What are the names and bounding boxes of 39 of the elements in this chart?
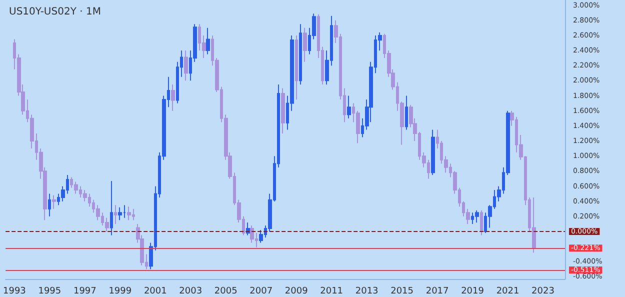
x-tick-label: 1993: [3, 286, 26, 296]
x-tick-label: 2003: [179, 286, 202, 296]
candlestick: [431, 129, 435, 176]
x-tick-label: 2009: [284, 286, 308, 296]
x-tick-label: 2017: [426, 286, 449, 296]
candlestick: [127, 206, 131, 221]
x-tick-label: 1997: [73, 286, 96, 296]
candlestick: [259, 229, 263, 244]
x-tick-label: 2015: [390, 286, 414, 296]
candlestick: [52, 194, 56, 210]
candlestick: [250, 224, 254, 244]
x-tick-label: 2019: [461, 286, 484, 296]
text: US10Y-US02Y · 1M: [9, 6, 101, 18]
candlestick: [48, 193, 51, 217]
candlestick: [532, 197, 536, 254]
candlestick: [206, 27, 210, 55]
x-tick-label: 2011: [320, 286, 344, 296]
x-tick-label: 2005: [214, 286, 238, 296]
candlestick: [295, 34, 298, 100]
candlestick: [184, 50, 188, 82]
x-tick-label: 1995: [38, 286, 62, 296]
candlestick: [475, 210, 479, 223]
x-tick-label: 1999: [108, 286, 132, 296]
candlestick: [303, 27, 307, 62]
candlestick: [110, 180, 113, 236]
x-tick-label: 2007: [250, 286, 273, 296]
candlestick: [299, 24, 302, 85]
x-tick-label: 2023: [532, 286, 554, 296]
candlestick: [281, 88, 285, 134]
candlestick: [118, 206, 122, 221]
x-tick-label: 2013: [355, 286, 378, 296]
candlestick: [114, 204, 117, 224]
candlestick: [347, 95, 351, 119]
candlestick: [480, 210, 483, 236]
candlestick: [405, 95, 408, 130]
candlestick: [171, 84, 175, 112]
candlestick: [74, 181, 78, 194]
x-tick-label: 2001: [144, 286, 167, 296]
x-tick-label: 2021: [496, 286, 520, 296]
